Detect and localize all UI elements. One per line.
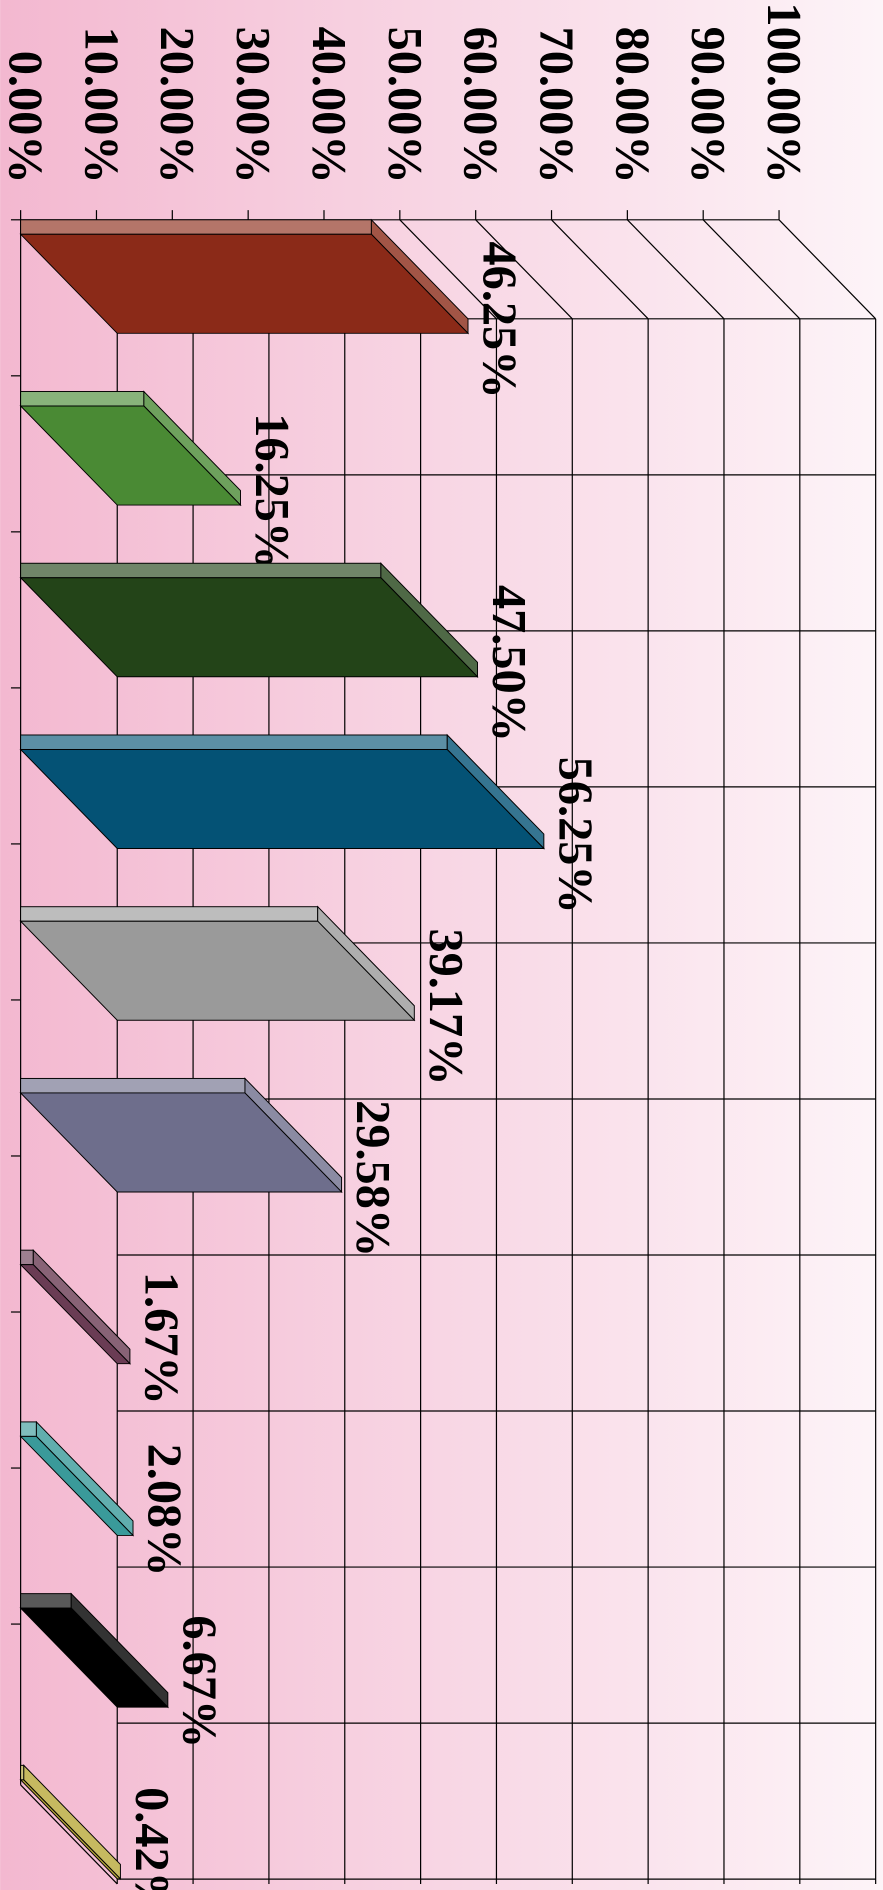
bar xyxy=(19,748,545,849)
bar-top xyxy=(20,1077,246,1094)
y-tick-label: 40.00% xyxy=(302,27,355,184)
y-tick-label: 30.00% xyxy=(226,27,279,184)
data-label: 6.67% xyxy=(172,1615,225,1748)
data-label: 39.17% xyxy=(419,928,472,1085)
bar-top xyxy=(20,1421,37,1437)
y-tick-label: 90.00% xyxy=(681,27,734,184)
y-tick-label: 80.00% xyxy=(605,27,658,184)
grid-line xyxy=(626,219,725,320)
bar xyxy=(19,1092,343,1193)
bar xyxy=(19,920,416,1021)
data-label: 16.25% xyxy=(245,413,298,570)
grid-line xyxy=(399,219,497,320)
y-tick-label: 10.00% xyxy=(74,27,127,184)
bar xyxy=(19,577,479,678)
y-tick-label: 100.00% xyxy=(757,2,810,183)
data-label: 46.25% xyxy=(472,242,525,399)
bar xyxy=(19,1607,169,1708)
y-tick-label: 70.00% xyxy=(529,27,582,184)
bar xyxy=(19,233,470,334)
bar-top xyxy=(20,734,448,750)
bar-top xyxy=(20,219,372,235)
bar-top xyxy=(20,1249,34,1266)
grid-line xyxy=(551,219,649,320)
bar-top xyxy=(20,1593,72,1609)
bar xyxy=(19,405,242,506)
bar xyxy=(19,1435,135,1536)
data-label: 1.67% xyxy=(134,1272,187,1405)
data-label: 56.25% xyxy=(548,757,601,914)
y-tick-label: 50.00% xyxy=(378,27,431,184)
bar-top xyxy=(20,906,319,922)
data-label: 47.50% xyxy=(482,585,535,742)
bar xyxy=(19,1264,132,1365)
axis-line xyxy=(20,1784,118,1885)
bar xyxy=(19,1779,122,1880)
grid-line xyxy=(702,219,801,320)
grid-line xyxy=(475,219,573,320)
y-tick-label: 20.00% xyxy=(150,27,203,184)
y-tick-label: 60.00% xyxy=(454,27,507,184)
bar-top xyxy=(20,391,145,407)
data-label: 29.58% xyxy=(346,1100,399,1257)
data-label: 0.42% xyxy=(125,1787,178,1890)
y-tick-label: 0.00% xyxy=(0,51,52,184)
bar-top xyxy=(20,562,382,579)
grid-line xyxy=(778,219,877,320)
data-label: 2.08% xyxy=(138,1444,191,1577)
